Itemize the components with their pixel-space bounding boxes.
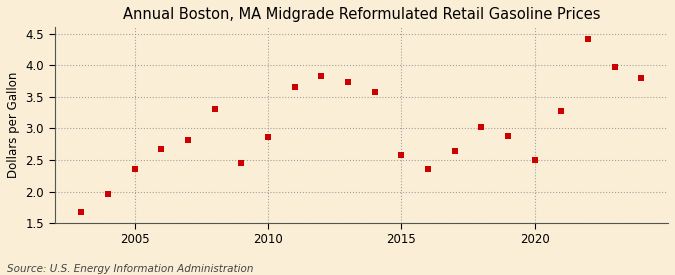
Text: Source: U.S. Energy Information Administration: Source: U.S. Energy Information Administ…	[7, 264, 253, 274]
Point	[583, 37, 593, 41]
Point	[263, 134, 273, 139]
Point	[529, 158, 540, 162]
Point	[129, 167, 140, 171]
Point	[476, 125, 487, 130]
Title: Annual Boston, MA Midgrade Reformulated Retail Gasoline Prices: Annual Boston, MA Midgrade Reformulated …	[123, 7, 600, 22]
Y-axis label: Dollars per Gallon: Dollars per Gallon	[7, 72, 20, 178]
Point	[369, 90, 380, 94]
Point	[450, 149, 460, 153]
Point	[316, 74, 327, 78]
Point	[289, 84, 300, 89]
Point	[342, 80, 353, 84]
Point	[636, 76, 647, 80]
Point	[503, 134, 514, 138]
Point	[182, 138, 193, 142]
Point	[156, 147, 167, 152]
Point	[423, 167, 433, 171]
Point	[236, 161, 246, 166]
Point	[610, 65, 620, 69]
Point	[103, 191, 113, 196]
Point	[396, 153, 407, 157]
Point	[76, 210, 86, 214]
Point	[209, 107, 220, 112]
Point	[556, 109, 567, 114]
